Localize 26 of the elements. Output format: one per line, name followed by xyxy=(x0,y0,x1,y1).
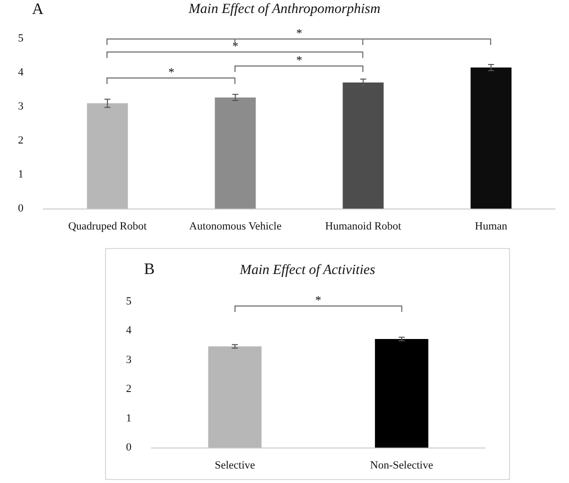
annotation: * xyxy=(295,52,304,67)
y-tick-label: 5 xyxy=(126,295,132,308)
y-tick-label: 3 xyxy=(126,354,132,366)
y-tick-label: 0 xyxy=(126,442,132,454)
y-tick-label: 0 xyxy=(18,202,24,215)
x-tick-label: Non-Selective xyxy=(370,459,434,472)
y-tick-label: 1 xyxy=(18,168,24,181)
annotation: * xyxy=(314,292,322,307)
text: A xyxy=(32,1,44,19)
y-tick-label: 2 xyxy=(126,383,132,396)
x-tick-label: Human xyxy=(474,220,508,232)
x-tick-label: Quadruped Robot xyxy=(68,220,147,232)
chart-title: Main Effect of Anthropomorphism xyxy=(188,2,380,17)
x-tick-label: Autonomous Vehicle xyxy=(189,220,282,232)
y-tick-label: 5 xyxy=(18,32,24,44)
x-tick-label: Humanoid Robot xyxy=(325,220,402,232)
y-tick-label: 3 xyxy=(18,100,24,113)
text: B xyxy=(144,261,155,279)
y-tick-label: 4 xyxy=(126,324,132,337)
y-tick-label: 1 xyxy=(126,412,132,424)
annotation: * xyxy=(295,26,304,40)
annotation: * xyxy=(167,65,176,80)
y-tick-label: 4 xyxy=(18,66,24,79)
x-tick-label: Selective xyxy=(214,459,256,472)
chart-title: Main Effect of Activities xyxy=(240,263,376,278)
y-tick-label: 2 xyxy=(18,134,24,147)
